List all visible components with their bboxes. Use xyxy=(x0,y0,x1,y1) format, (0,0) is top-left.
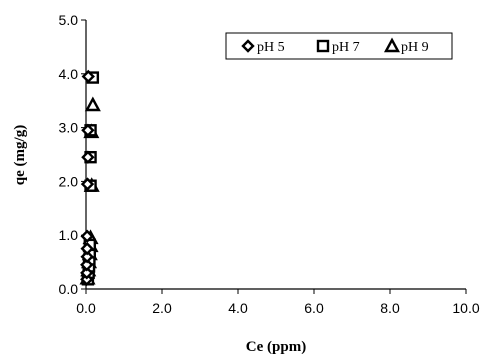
y-tick-label: 3.0 xyxy=(59,120,79,136)
legend-label: pH 9 xyxy=(401,40,429,55)
data-point-diamond xyxy=(80,258,94,272)
data-point-diamond xyxy=(80,241,94,256)
legend-item: pH 9 xyxy=(383,37,429,55)
data-point-diamond xyxy=(80,266,94,280)
x-tick-label: 8.0 xyxy=(380,300,400,316)
data-point-diamond xyxy=(80,177,95,191)
y-tick-label: 4.0 xyxy=(59,66,79,82)
legend-box xyxy=(225,32,453,60)
legend-items: pH 5 pH 7 pH 9 xyxy=(241,37,429,55)
data-point-diamond xyxy=(80,229,94,243)
x-axis-title: Ce (ppm) xyxy=(246,339,306,354)
legend-item: pH 5 xyxy=(241,39,285,55)
x-tick-label: 0.0 xyxy=(76,300,96,316)
y-tick-label: 2.0 xyxy=(59,173,79,189)
legend-item: pH 7 xyxy=(316,39,360,55)
x-tick-label: 4.0 xyxy=(228,300,248,316)
legend-marker-diamond xyxy=(241,39,255,53)
x-tick-label: 2.0 xyxy=(152,300,172,316)
data-point-diamond xyxy=(81,69,95,84)
data-points xyxy=(79,69,101,287)
legend-label: pH 7 xyxy=(332,40,360,55)
y-axis-title: qe (mg/g) xyxy=(12,125,28,185)
data-point-diamond xyxy=(80,250,94,264)
x-ticks: 0.0 2.0 4.0 6.0 8.0 10.0 xyxy=(76,289,480,316)
legend: pH 5 pH 7 pH 9 xyxy=(225,32,453,60)
y-tick-label: 1.0 xyxy=(59,227,79,243)
legend-marker-square xyxy=(316,39,330,53)
legend-marker-triangle xyxy=(383,37,401,53)
data-point-diamond xyxy=(81,123,95,137)
y-tick-label: 5.0 xyxy=(59,12,79,28)
x-tick-label: 10.0 xyxy=(452,300,479,316)
x-axis: 0.0 2.0 4.0 6.0 8.0 10.0 xyxy=(76,288,480,316)
data-point-triangle xyxy=(84,96,101,112)
y-ticks: 0.0 1.0 2.0 3.0 4.0 5.0 xyxy=(59,12,86,297)
y-tick-label: 0.0 xyxy=(59,281,79,297)
data-point-diamond xyxy=(81,150,95,164)
x-tick-label: 6.0 xyxy=(304,300,324,316)
y-axis: 0.0 1.0 2.0 3.0 4.0 5.0 xyxy=(59,12,87,297)
legend-label: pH 5 xyxy=(257,40,285,55)
